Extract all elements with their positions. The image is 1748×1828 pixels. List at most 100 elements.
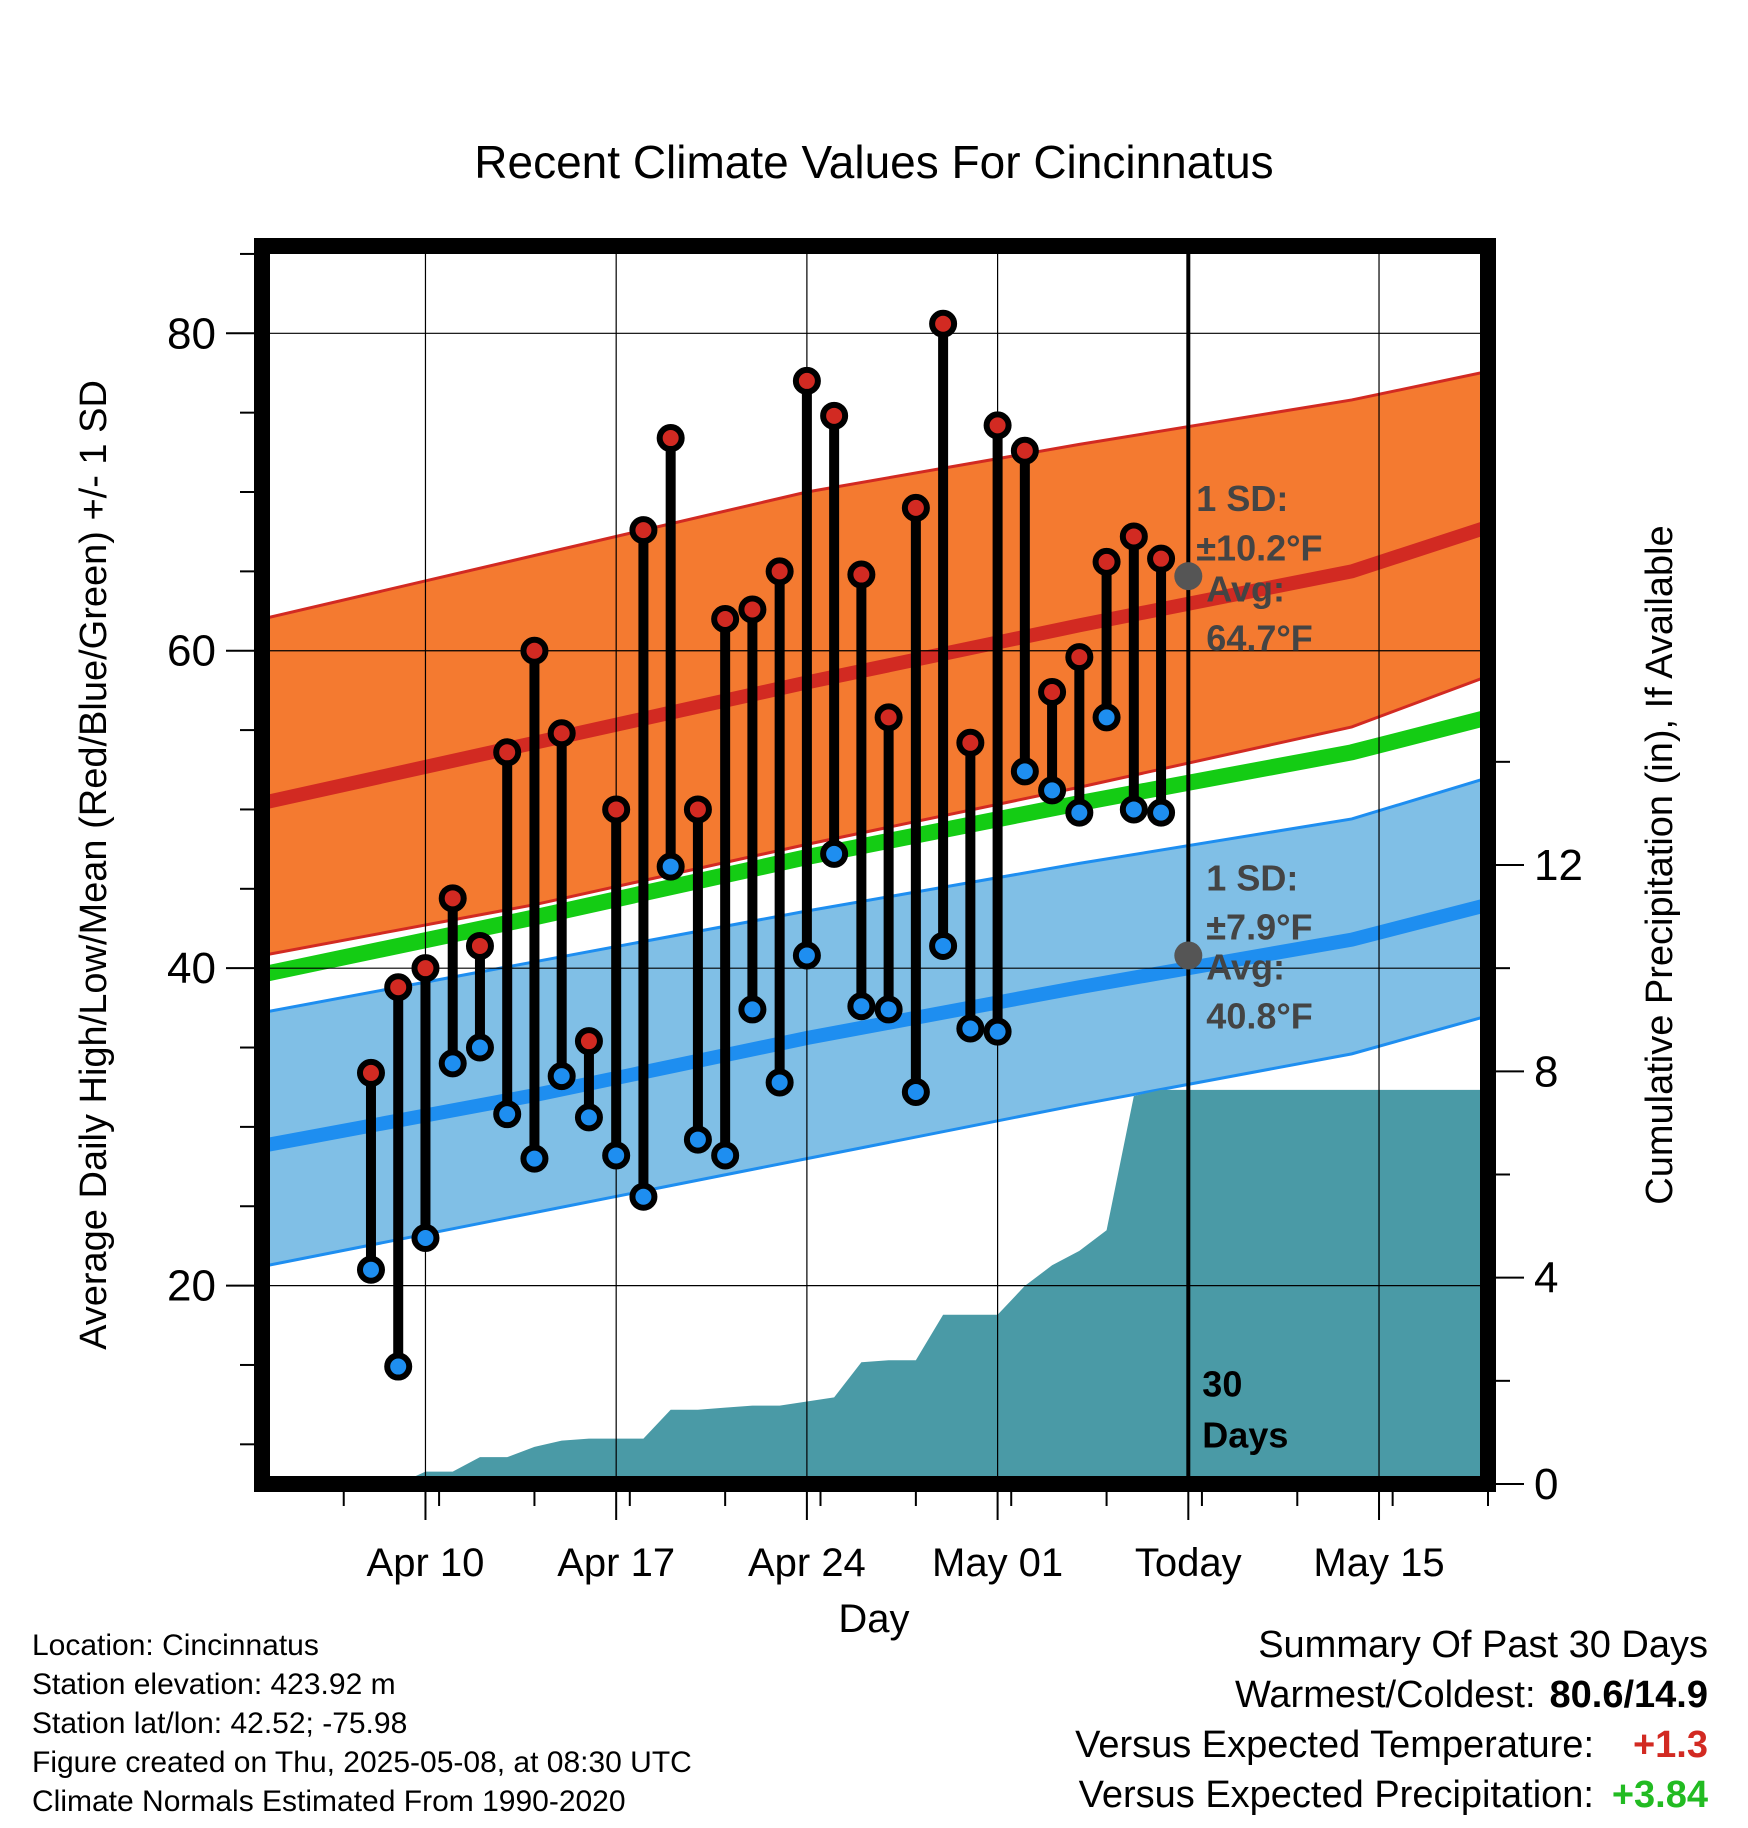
- daily-high-point: [820, 401, 849, 430]
- high-avg-value: 64.7°F: [1206, 618, 1312, 659]
- today-low-avg-marker: [1174, 941, 1203, 970]
- daily-high-point: [847, 560, 876, 589]
- summary-panel: Summary Of Past 30 Days Warmest/Coldest:…: [1075, 1620, 1708, 1820]
- x-tick-label: Apr 10: [367, 1541, 485, 1585]
- daily-high-point: [929, 309, 958, 338]
- daily-high-point: [1147, 544, 1176, 573]
- daily-low-point: [847, 992, 876, 1021]
- daily-low-point: [1147, 798, 1176, 827]
- daily-high-point: [1119, 522, 1148, 551]
- daily-high-point: [956, 728, 985, 757]
- y2-tick-label: 8: [1534, 1047, 1558, 1096]
- created-text: Figure created on Thu, 2025-05-08, at 08…: [32, 1746, 692, 1779]
- daily-high-point: [738, 595, 767, 624]
- daily-high-point: [683, 795, 712, 824]
- daily-high-point: [602, 795, 631, 824]
- precipitation-value: +3.84: [1611, 1774, 1708, 1816]
- y-axis-title: Average Daily High/Low/Mean (Red/Blue/Gr…: [73, 380, 115, 1350]
- daily-low-point: [765, 1068, 794, 1097]
- daily-low-point: [901, 1077, 930, 1106]
- low-lower-edge: [262, 1014, 1488, 1269]
- plot-inner: [262, 246, 1488, 1484]
- daily-high-point: [629, 516, 658, 545]
- location-text: Location: Cincinnatus: [32, 1629, 319, 1662]
- today-high-avg-marker: [1174, 562, 1203, 591]
- station-info: Location: Cincinnatus Station elevation:…: [32, 1626, 692, 1821]
- high-sd-label: 1 SD:: [1196, 478, 1288, 519]
- daily-high-point: [792, 366, 821, 395]
- y-tick-label: 20: [167, 1262, 216, 1311]
- temperature-label: Versus Expected Temperature:: [1075, 1724, 1594, 1766]
- precipitation-label: Versus Expected Precipitation:: [1078, 1774, 1594, 1816]
- daily-low-point: [629, 1182, 658, 1211]
- daily-low-point: [711, 1141, 740, 1170]
- y-tick-label: 40: [167, 944, 216, 993]
- x-tick-label: May 01: [932, 1541, 1063, 1585]
- summary-warmest-coldest: Warmest/Coldest: 80.6/14.9: [1075, 1670, 1708, 1720]
- summary-temperature: Versus Expected Temperature: +1.3: [1075, 1720, 1708, 1770]
- y2-tick-label: 0: [1534, 1460, 1558, 1509]
- low-sd-value: ±7.9°F: [1206, 907, 1312, 948]
- x-tick-label: Apr 17: [557, 1541, 675, 1585]
- daily-low-point: [1038, 776, 1067, 805]
- daily-high-point: [574, 1027, 603, 1056]
- daily-high-point: [874, 703, 903, 732]
- daily-high-point: [1065, 643, 1094, 672]
- daily-high-point: [547, 719, 576, 748]
- daily-low-point: [1010, 757, 1039, 786]
- daily-low-point: [929, 931, 958, 960]
- y-tick-label: 60: [167, 627, 216, 676]
- daily-low-point: [356, 1255, 385, 1284]
- y2-tick-label: 4: [1534, 1254, 1558, 1303]
- daily-high-point: [411, 954, 440, 983]
- daily-low-point: [656, 852, 685, 881]
- daily-high-point: [465, 931, 494, 960]
- daily-high-point: [438, 884, 467, 913]
- daily-high-point: [711, 604, 740, 633]
- daily-low-point: [438, 1049, 467, 1078]
- y2-axis-title: Cumulative Precipitation (in), If Availa…: [1639, 525, 1681, 1204]
- low-avg-label: Avg:: [1206, 946, 1285, 987]
- daily-high-point: [1010, 436, 1039, 465]
- summary-precipitation: Versus Expected Precipitation: +3.84: [1075, 1770, 1708, 1820]
- daily-low-point: [1119, 795, 1148, 824]
- x-axis-title: Day: [838, 1597, 909, 1641]
- daily-low-point: [1092, 703, 1121, 732]
- daily-low-point: [384, 1352, 413, 1381]
- elevation-text: Station elevation: 423.92 m: [32, 1668, 396, 1701]
- daily-low-point: [602, 1141, 631, 1170]
- today-days-number: 30: [1202, 1364, 1242, 1405]
- summary-title: Summary Of Past 30 Days: [1258, 1624, 1708, 1666]
- daily-high-point: [520, 636, 549, 665]
- daily-low-point: [792, 941, 821, 970]
- daily-high-point: [983, 411, 1012, 440]
- daily-low-point: [465, 1033, 494, 1062]
- low-avg-value: 40.8°F: [1206, 995, 1312, 1036]
- high-sd-value: ±10.2°F: [1196, 527, 1322, 568]
- daily-high-point: [1038, 677, 1067, 706]
- daily-high-point: [384, 973, 413, 1002]
- latlon-text: Station lat/lon: 42.52; -75.98: [32, 1707, 408, 1740]
- daily-low-point: [956, 1014, 985, 1043]
- daily-high-point: [493, 738, 522, 767]
- daily-low-point: [574, 1103, 603, 1132]
- today-days-label: Days: [1202, 1414, 1288, 1455]
- y-tick-label: 80: [167, 309, 216, 358]
- daily-high-point: [656, 424, 685, 453]
- y2-tick-label: 12: [1534, 841, 1583, 890]
- daily-low-point: [820, 839, 849, 868]
- chart-title: Recent Climate Values For Cincinnatus: [474, 136, 1273, 188]
- warmest-coldest-label: Warmest/Coldest:: [1234, 1674, 1536, 1716]
- temperature-value: +1.3: [1632, 1724, 1708, 1766]
- daily-low-point: [874, 995, 903, 1024]
- daily-high-point: [765, 557, 794, 586]
- daily-low-point: [520, 1144, 549, 1173]
- normal-low-line: [262, 897, 1488, 1153]
- x-tick-label: Apr 24: [748, 1541, 866, 1585]
- daily-high-point: [356, 1058, 385, 1087]
- daily-low-point: [983, 1017, 1012, 1046]
- plot-frame: [254, 238, 1496, 1492]
- daily-low-point: [493, 1100, 522, 1129]
